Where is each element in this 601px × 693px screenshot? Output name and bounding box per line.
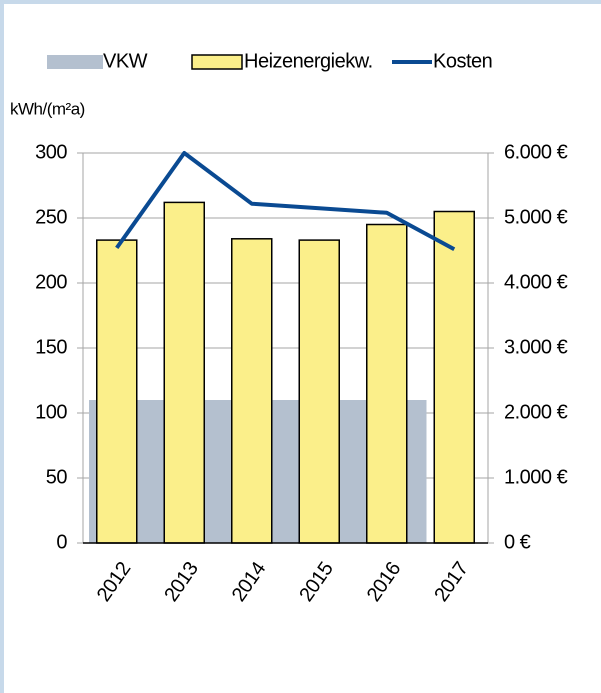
- line: [115, 151, 456, 251]
- y2-tick-label: 3.000 €: [504, 336, 568, 358]
- bar: [366, 223, 408, 544]
- bar: [433, 210, 475, 544]
- y2-tick-label: 5.000 €: [504, 206, 568, 228]
- bar: [298, 239, 340, 544]
- legend-swatch: [47, 55, 103, 69]
- y-tick-label: 300: [35, 141, 67, 163]
- y2-tick-label: 6.000 €: [504, 141, 568, 163]
- y-tick-label: 200: [35, 271, 67, 293]
- legend-label: VKW: [103, 50, 148, 72]
- legend-label: Kosten: [433, 50, 492, 72]
- y-axis-label: kWh/(m²a): [10, 99, 85, 118]
- legend-label: Heizenergiekw.: [244, 50, 373, 72]
- y2-tick-label: 1.000 €: [504, 466, 568, 488]
- frame-top: [0, 0, 601, 4]
- bar: [163, 201, 205, 544]
- frame-left: [0, 0, 4, 693]
- y-tick-label: 100: [35, 401, 67, 423]
- y2-tick-label: 4.000 €: [504, 271, 568, 293]
- y-tick-label: 50: [46, 466, 68, 488]
- bar: [231, 238, 273, 544]
- y-tick-label: 250: [35, 206, 67, 228]
- legend-swatch: [191, 54, 243, 70]
- y2-tick-label: 2.000 €: [504, 401, 568, 423]
- y-tick-label: 0: [56, 531, 67, 553]
- y2-tick-label: 0 €: [504, 531, 531, 553]
- bar: [96, 239, 138, 544]
- y-tick-label: 150: [35, 336, 67, 358]
